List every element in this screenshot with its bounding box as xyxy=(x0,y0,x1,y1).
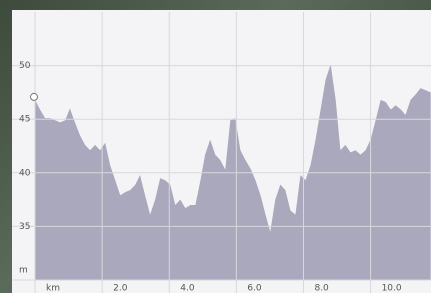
y-tick-label: 50 xyxy=(19,61,31,71)
start-marker xyxy=(31,93,38,100)
y-tick-label: 40 xyxy=(19,168,31,178)
x-tick-label: km xyxy=(46,284,60,293)
x-tick-label: 6.0 xyxy=(247,284,262,293)
chart: m 35 40 45 50 km 2.0 4.0 6.0 8.0 10.0 xyxy=(0,0,431,293)
page: {"chart_data": {"type": "area", "x": [0,… xyxy=(0,0,431,293)
x-tick-label: 8.0 xyxy=(314,284,329,293)
y-tick-label: m xyxy=(19,266,28,276)
x-tick-label: 4.0 xyxy=(180,284,195,293)
y-tick-label: 35 xyxy=(19,222,30,232)
x-tick-label: 10.0 xyxy=(382,284,402,293)
x-tick-label: 2.0 xyxy=(113,284,128,293)
y-tick-label: 45 xyxy=(19,115,30,125)
